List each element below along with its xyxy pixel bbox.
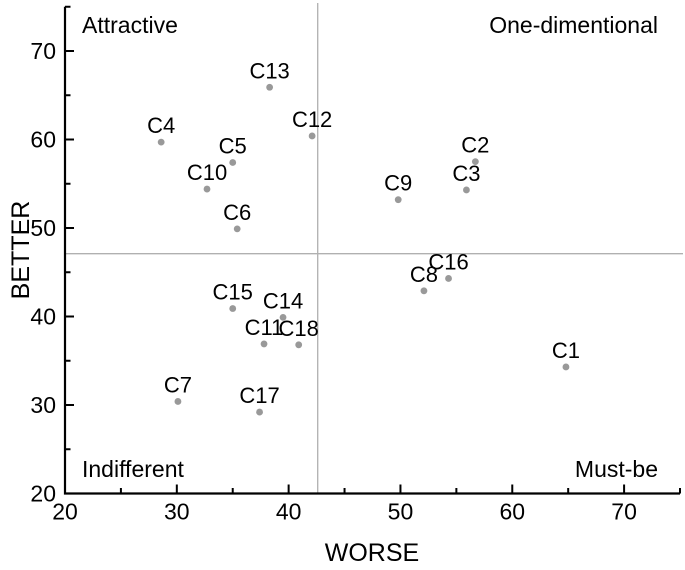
data-point-c15 (229, 305, 237, 312)
data-point-label-c15: C15 (213, 280, 253, 305)
data-point-label-c11: C11 (245, 315, 284, 340)
data-point-label-c8: C8 (410, 262, 438, 287)
data-point-c11 (260, 340, 268, 348)
data-point-label-c4: C4 (147, 113, 175, 138)
quadrant-label-attractive: Attractive (82, 12, 178, 38)
data-point-label-c14: C14 (263, 288, 303, 313)
data-point-c1 (562, 363, 570, 371)
data-point-label-c2: C2 (461, 133, 489, 158)
x-axis-title: WORSE (325, 539, 419, 567)
data-point-label-c10: C10 (187, 160, 227, 185)
data-point-label-c16: C16 (428, 249, 468, 274)
data-point-c12 (308, 132, 316, 140)
quadrant-label-indifferent: Indifferent (82, 456, 184, 482)
data-point-c18 (295, 341, 303, 349)
data-point-c17 (256, 408, 263, 416)
data-point-c7 (174, 398, 182, 405)
quadrant-label-one-dimentional: One-dimentional (489, 12, 658, 38)
data-point-label-c17: C17 (239, 383, 279, 408)
y-axis-title: BETTER (7, 201, 35, 300)
y-tick-label: 40 (30, 304, 56, 330)
data-point-c3 (463, 186, 470, 194)
data-point-label-c3: C3 (452, 161, 480, 186)
data-point-label-c5: C5 (219, 134, 247, 159)
data-point-label-c1: C1 (552, 338, 580, 363)
data-point-c16 (445, 275, 452, 282)
data-point-c9 (394, 196, 402, 204)
data-point-c5 (229, 159, 237, 166)
data-point-c2 (471, 158, 479, 166)
y-tick-label: 70 (30, 38, 56, 64)
y-tick-label: 20 (30, 481, 56, 507)
y-tick-label: 50 (30, 215, 56, 241)
data-point-c4 (157, 138, 165, 146)
data-point-label-c7: C7 (164, 372, 192, 397)
quadrant-label-must-be: Must-be (575, 456, 658, 482)
data-point-label-c18: C18 (279, 316, 319, 341)
data-point-c8 (420, 287, 428, 295)
data-point-c6 (233, 225, 241, 233)
y-tick-label: 30 (30, 392, 56, 418)
x-tick-label: 50 (388, 499, 414, 525)
y-tick-label: 60 (30, 127, 56, 153)
x-tick-label: 40 (276, 499, 302, 525)
data-point-label-c13: C13 (249, 58, 289, 83)
x-tick-label: 70 (611, 499, 637, 525)
data-point-label-c12: C12 (292, 107, 332, 132)
data-point-c14 (279, 313, 287, 321)
data-point-label-c9: C9 (384, 171, 412, 196)
x-tick-label: 20 (52, 499, 78, 525)
axis-lines (63, 6, 680, 495)
tick-labels: 20 30 40 50 60 70 20 30 40 50 60 70 (30, 38, 636, 525)
data-point-c10 (203, 185, 211, 193)
x-tick-label: 30 (164, 499, 190, 525)
data-point-label-c6: C6 (223, 200, 251, 225)
quadrant-divider-lines (65, 3, 683, 494)
axes (63, 5, 681, 495)
data-point-c13 (266, 83, 274, 91)
x-tick-label: 60 (499, 499, 525, 525)
